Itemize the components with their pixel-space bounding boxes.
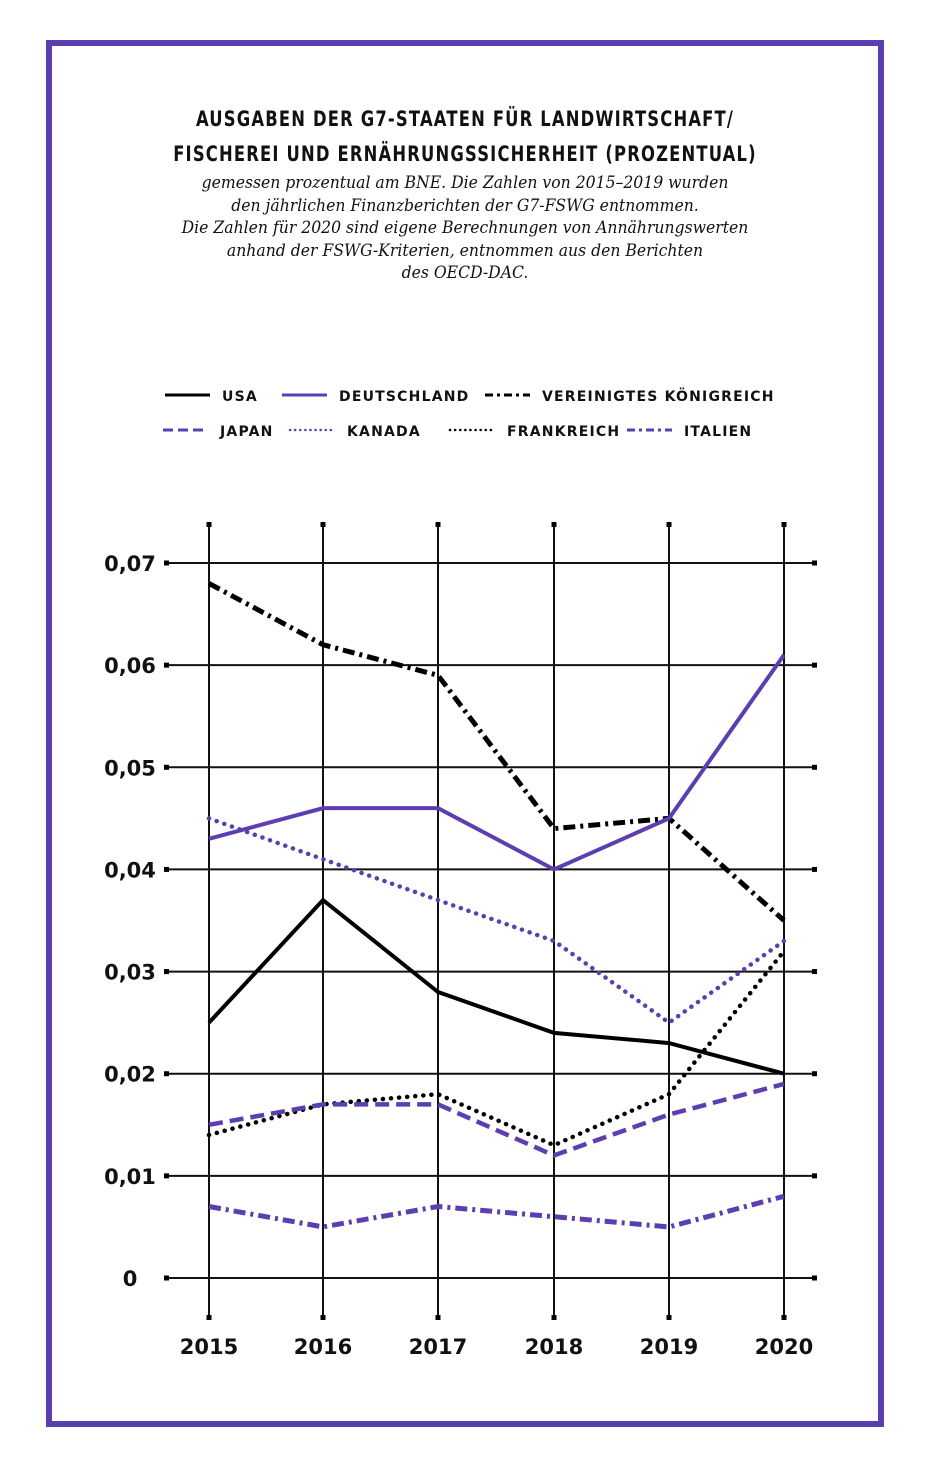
- legend: USA DEUTSCHLAND VEREINIGTES KÖNIGREICH JAPA…: [163, 387, 775, 440]
- legend-item: JAPAN: [163, 424, 274, 440]
- y-tick-label: 0,06: [104, 654, 156, 678]
- series-line-italien: [208, 1193, 785, 1230]
- series-line-japan: [208, 1081, 785, 1158]
- chart-frame: [46, 40, 884, 1427]
- legend-item: KANADA: [288, 424, 421, 440]
- series-line-deutschland: [208, 653, 786, 872]
- legend-item: VEREINIGTES KÖNIGREICH: [485, 387, 775, 405]
- legend-label: JAPAN: [219, 424, 274, 440]
- series-line-usa: [207, 897, 785, 1076]
- legend-label: DEUTSCHLAND: [339, 389, 469, 405]
- legend-label: FRANKREICH: [507, 424, 620, 440]
- chart-title-line-2: FISCHEREI UND ERNÄHRUNGSSICHERHEIT (PROZ…: [173, 142, 757, 166]
- subtitle-line: des OECD-DAC.: [401, 263, 529, 283]
- y-tick-label: 0,05: [104, 756, 156, 780]
- subtitle-line: Die Zahlen für 2020 sind eigene Berechnu…: [181, 218, 749, 238]
- x-tick-label: 2015: [180, 1335, 238, 1359]
- legend-item: FRANKREICH: [448, 424, 620, 440]
- subtitle-line: den jährlichen Finanzberichten der G7-FS…: [231, 195, 699, 216]
- legend-label: VEREINIGTES KÖNIGREICH: [542, 387, 775, 405]
- x-tick-label: 2019: [640, 1335, 698, 1359]
- y-tick-label: 0,02: [104, 1063, 156, 1087]
- x-tick-label: 2018: [525, 1335, 583, 1359]
- legend-item: ITALIEN: [627, 424, 752, 440]
- legend-label: KANADA: [347, 424, 421, 440]
- chart-subtitle: gemessen prozentual am BNE. Die Zahlen v…: [37, 172, 893, 285]
- subtitle-line: anhand der FSWG-Kriterien, entnommen aus…: [226, 240, 704, 261]
- legend-label: ITALIEN: [684, 424, 752, 440]
- series-line-vereinigtes-königreich: [207, 581, 786, 923]
- legend-label: USA: [222, 389, 258, 405]
- series-line-frankreich: [206, 948, 787, 1148]
- legend-item: DEUTSCHLAND: [282, 389, 469, 405]
- x-tick-label: 2017: [409, 1335, 467, 1359]
- x-tick-label: 2020: [755, 1335, 813, 1359]
- subtitle-line: gemessen prozentual am BNE. Die Zahlen v…: [201, 173, 729, 193]
- y-tick-label: 0,03: [104, 961, 156, 985]
- y-tick-label: 0,04: [104, 858, 156, 882]
- grid: 0 0,01 0,02 0,03 0,04 0,05 0,06 0,07 2015 2016 201…: [104, 522, 817, 1359]
- y-tick-label: 0,07: [104, 552, 156, 576]
- x-tick-label: 2016: [294, 1335, 352, 1359]
- chart-title-line-1: AUSGABEN DER G7-STAATEN FÜR LANDWIRTSCHA…: [195, 107, 735, 131]
- y-tick-label: 0,01: [104, 1165, 156, 1189]
- series-line-kanada: [206, 816, 787, 1026]
- legend-item: USA: [165, 389, 258, 405]
- y-tick-label: 0: [123, 1267, 138, 1291]
